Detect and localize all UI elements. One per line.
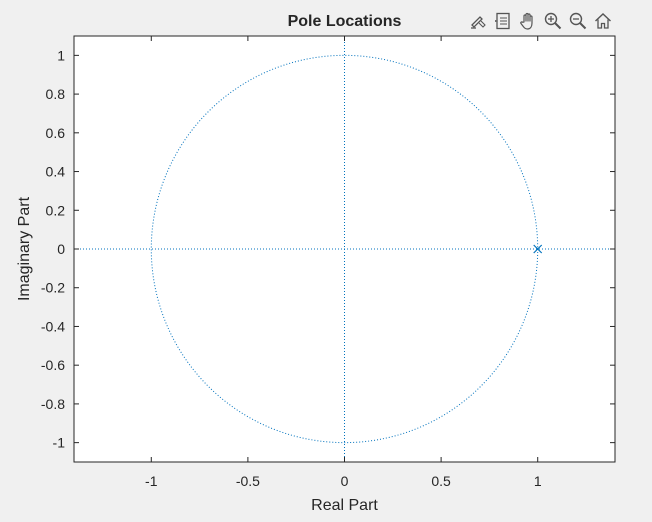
x-tick-labels: -1 -0.5 0 0.5 1: [145, 473, 542, 489]
y-tick-label: 0.6: [46, 125, 66, 141]
home-icon: [594, 13, 611, 29]
y-tick-label: 0: [57, 241, 65, 257]
y-tick-label: -0.2: [41, 280, 65, 296]
data-tips-tool-button[interactable]: [491, 10, 514, 33]
y-tick-label: -0.4: [41, 318, 65, 334]
pan-tool-button[interactable]: [516, 10, 539, 33]
zoom-out-icon: [569, 12, 586, 30]
y-tick-labels: 1 0.8 0.6 0.4 0.2 0 -0.2 -0.4 -0.6 -0.8 -1: [41, 47, 65, 450]
y-tick-label: -0.8: [41, 396, 65, 412]
brush-icon: [470, 16, 486, 29]
x-tick-label: 0.5: [431, 473, 451, 489]
restore-view-button[interactable]: [591, 10, 614, 33]
y-tick-label: -1: [53, 435, 66, 451]
x-tick-label: -1: [145, 473, 158, 489]
pan-hand-icon: [519, 12, 533, 30]
axes-toolbar: [466, 9, 614, 33]
y-tick-label: 0.8: [46, 86, 66, 102]
data-tips-icon: [494, 12, 510, 30]
x-axis-label: Real Part: [311, 497, 378, 514]
x-tick-label: 0: [341, 473, 349, 489]
y-tick-label: 1: [57, 47, 65, 63]
x-tick-label: 1: [534, 473, 542, 489]
x-tick-label: -0.5: [236, 473, 260, 489]
zoom-out-tool-button[interactable]: [566, 10, 589, 33]
zoom-in-icon: [544, 12, 561, 30]
zoom-in-tool-button[interactable]: [541, 10, 564, 33]
tick-marks: [74, 36, 615, 462]
brush-tool-button[interactable]: [466, 10, 489, 33]
y-tick-label: -0.6: [41, 357, 65, 373]
pole-marker: [533, 244, 543, 254]
plot-content: [74, 36, 615, 462]
y-tick-label: 0.4: [46, 164, 66, 180]
y-tick-label: 0.2: [46, 202, 66, 218]
chart-title: Pole Locations: [288, 13, 402, 30]
y-axis-label: Imaginary Part: [16, 196, 33, 301]
